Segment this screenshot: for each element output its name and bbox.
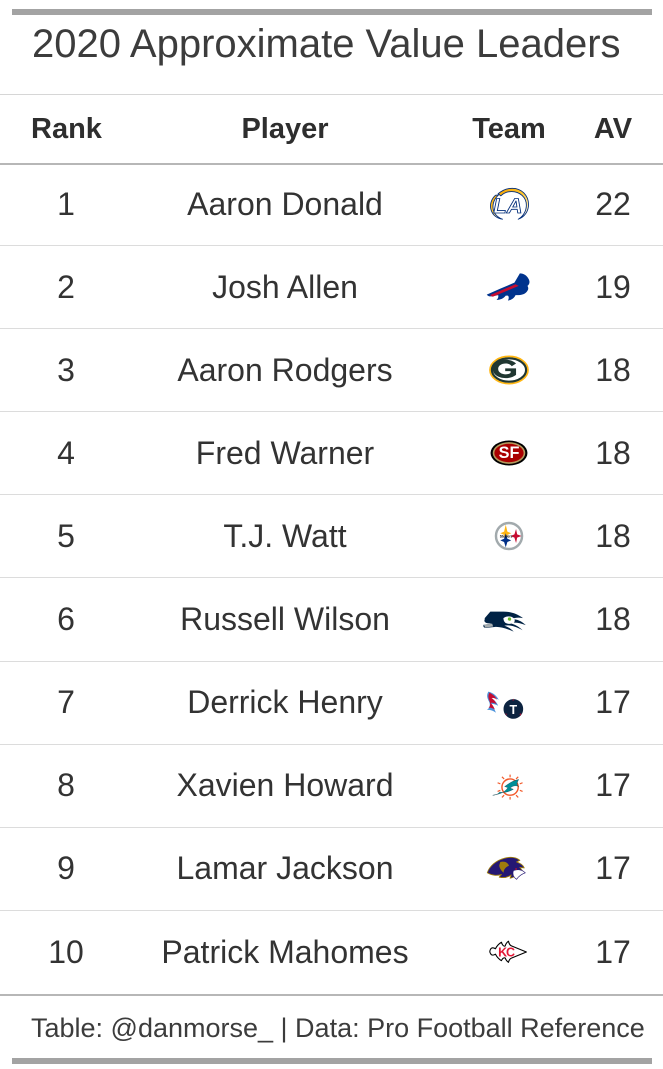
svg-text:SF: SF: [499, 444, 520, 462]
svg-text:Steelers: Steelers: [500, 535, 513, 539]
svg-text:KC: KC: [498, 946, 515, 960]
svg-text:LA: LA: [493, 193, 522, 218]
svg-text:T: T: [510, 702, 518, 716]
